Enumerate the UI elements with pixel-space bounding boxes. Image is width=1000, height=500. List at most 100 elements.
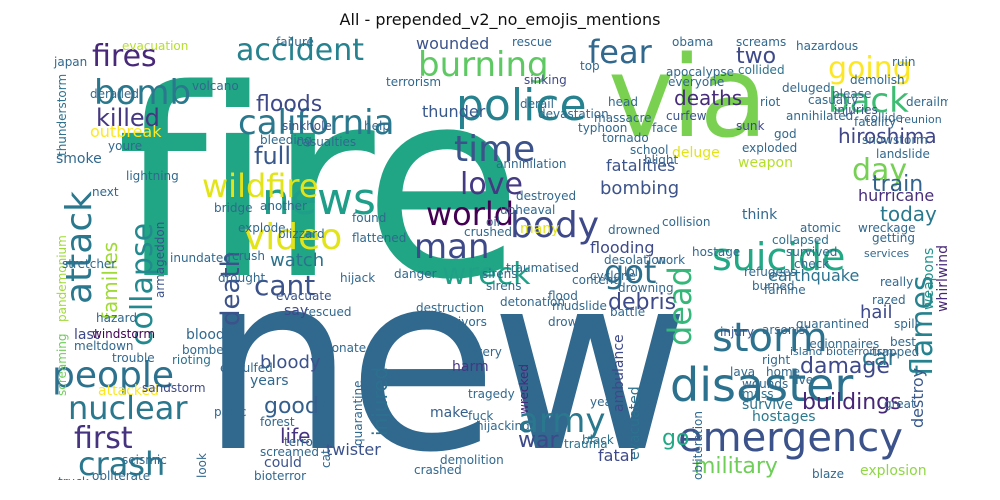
word-military: military bbox=[694, 454, 778, 479]
word-disaster: disaster bbox=[670, 358, 854, 412]
word-battle: battle bbox=[610, 305, 646, 319]
word-stretcher: stretcher bbox=[62, 257, 117, 271]
word-injury: injury bbox=[720, 325, 754, 339]
word-cyclone: cyclone bbox=[590, 269, 636, 283]
word-bridge: bridge bbox=[214, 201, 253, 215]
word-hazardous: hazardous bbox=[796, 39, 859, 53]
word-last: last bbox=[74, 327, 100, 343]
word-watch: watch bbox=[270, 250, 325, 271]
word-help: help bbox=[364, 119, 390, 133]
word-weapon: weapon bbox=[738, 155, 793, 171]
word-hostage: hostage bbox=[692, 245, 741, 259]
word-annihilated: annihilated bbox=[786, 109, 854, 123]
word-wrecked: wrecked bbox=[517, 364, 531, 414]
word-body: body bbox=[510, 205, 600, 246]
word-hostages: hostages bbox=[752, 409, 816, 425]
word-famine: famine bbox=[764, 283, 806, 297]
word-sirens-2: sirens bbox=[482, 267, 518, 281]
word-getting: getting bbox=[872, 231, 915, 245]
word-full: full bbox=[254, 142, 291, 170]
word-crash: crash bbox=[78, 445, 166, 480]
word-attacked: years bbox=[250, 373, 289, 389]
word-survived: survived bbox=[786, 245, 838, 259]
word-war: war bbox=[518, 428, 559, 453]
word-razed: razed bbox=[872, 293, 906, 307]
word-collision: collision bbox=[662, 215, 711, 229]
word-legionnaires: legionnaires bbox=[806, 337, 880, 351]
word-meltdown: meltdown bbox=[74, 339, 134, 353]
word-wreckage: wreckage bbox=[858, 221, 916, 235]
word-massacre: massacre bbox=[594, 111, 652, 125]
word-annihilation: annihilation bbox=[496, 157, 567, 171]
word-engulfed: engulfed bbox=[220, 361, 273, 375]
word-news: news bbox=[262, 174, 376, 225]
word-years: attacked bbox=[98, 383, 159, 399]
word-bleeding: bleeding bbox=[260, 133, 312, 147]
word-fire: fire bbox=[116, 36, 523, 337]
word-crush: crush bbox=[232, 249, 265, 263]
word-tragedy: tragedy bbox=[468, 387, 515, 401]
word-bombed: bombed bbox=[182, 343, 232, 357]
word-look: look bbox=[195, 453, 209, 478]
word-panic: panic bbox=[214, 405, 247, 419]
word-demolish: demolish bbox=[850, 73, 905, 87]
word-siren: siren bbox=[436, 435, 466, 449]
word-catastrophe: catastrophe bbox=[319, 396, 333, 468]
word-obliterate: obliterate bbox=[92, 469, 151, 480]
word-sinkhole: sinkhole bbox=[282, 119, 332, 133]
word-derailment: derailment bbox=[906, 95, 948, 109]
word-families: families bbox=[98, 241, 122, 320]
chart-title: All - prepended_v2_no_emojis_mentions bbox=[339, 10, 661, 29]
word-detonation: detonation bbox=[500, 295, 565, 309]
word-going: going bbox=[828, 51, 912, 86]
word-cant: cant bbox=[254, 269, 316, 302]
word-quarantine: quarantine bbox=[351, 380, 365, 447]
word-bomb: bomb bbox=[94, 73, 192, 113]
word-weapons: weapons bbox=[921, 247, 937, 310]
word-truck: truck bbox=[58, 476, 89, 480]
word-buildings: buildings bbox=[802, 390, 902, 415]
word-trouble: trouble bbox=[112, 351, 155, 365]
word-good: good bbox=[264, 394, 319, 419]
word-killed: killed bbox=[96, 104, 160, 132]
word-got: got bbox=[604, 253, 657, 291]
word-hiroshima: hiroshima bbox=[838, 124, 937, 148]
word-youre: youre bbox=[108, 139, 143, 153]
word-rescued: rescued bbox=[304, 305, 352, 319]
word-typhoon: typhoon bbox=[578, 121, 628, 135]
word-twister: twister bbox=[326, 440, 381, 459]
word-crashed: crashed bbox=[414, 463, 462, 477]
word-drowning: drowning bbox=[618, 281, 674, 295]
word-content: content bbox=[572, 273, 618, 287]
word-hurricane: hurricane bbox=[858, 186, 935, 205]
word-collided: collided bbox=[738, 63, 785, 77]
word-curfew: curfew bbox=[666, 109, 707, 123]
word-next: next bbox=[92, 185, 119, 199]
word-time: time bbox=[454, 129, 536, 170]
word-injuries: injuries bbox=[834, 103, 878, 117]
word-home: home bbox=[766, 365, 801, 379]
word-upheaval: upheaval bbox=[500, 203, 556, 217]
word-suicide: suicide bbox=[712, 235, 846, 279]
word-car: car bbox=[862, 346, 897, 371]
word-flood: flood bbox=[548, 289, 578, 303]
word-sinking: sinking bbox=[524, 73, 567, 87]
word-accident: accident bbox=[236, 36, 364, 68]
word-many: many bbox=[520, 221, 560, 237]
word-terrorist: terrorist bbox=[284, 435, 333, 449]
word-smoke: smoke bbox=[56, 151, 102, 167]
word-fear: fear bbox=[588, 36, 652, 71]
word-trapped: trapped bbox=[872, 345, 920, 359]
word-pandemonium: pandemonium bbox=[55, 235, 69, 322]
word-year: year bbox=[590, 395, 617, 409]
word-tornado: tornado bbox=[602, 131, 649, 145]
word-outbreak: outbreak bbox=[90, 122, 162, 141]
word-island-bioterrorism: island bioterrorism bbox=[790, 345, 894, 358]
word-devastation: devastation bbox=[538, 107, 609, 121]
word-sirens: sirens bbox=[486, 279, 522, 293]
word-wreck: wreck bbox=[442, 257, 531, 292]
word-blizzard: blizzard bbox=[278, 227, 325, 241]
word-terrorism: terrorism bbox=[386, 75, 442, 89]
word-bloody: bloody bbox=[260, 352, 321, 373]
word-obliteration: obliteration bbox=[691, 411, 705, 480]
